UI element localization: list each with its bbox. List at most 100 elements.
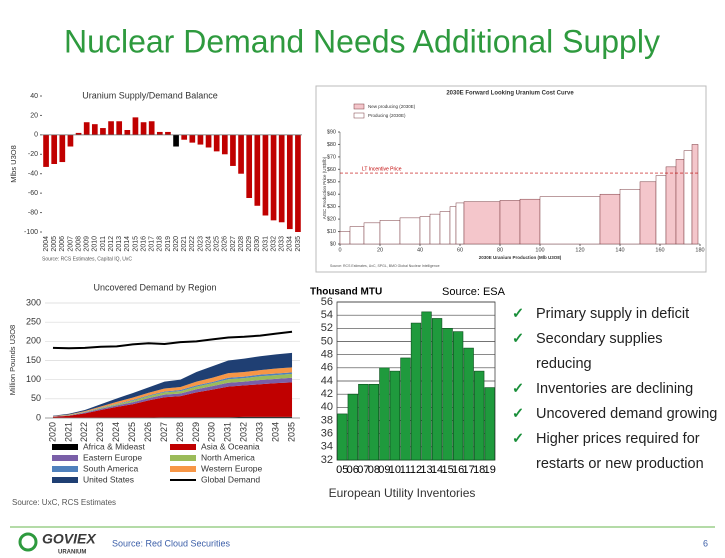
cost-step [539, 196, 601, 245]
x-tick-label: 2021 [181, 236, 188, 252]
slide-title: Nuclear Demand Needs Additional Supply [64, 23, 660, 59]
bar [124, 130, 131, 135]
x-tick-label: 2026 [143, 422, 153, 442]
chart-source: Source: RCS Estimates, UxC, SPGL, BMO Gl… [330, 264, 440, 268]
chart-title: Uncovered Demand by Region [93, 282, 216, 292]
cost-step [519, 198, 541, 245]
y-tick-label: 50 [31, 393, 41, 403]
x-tick-label: 2019 [165, 236, 172, 252]
bar [410, 322, 422, 461]
legend-label: Eastern Europe [83, 452, 142, 462]
y-tick-label: 20 [30, 112, 38, 119]
x-tick-label: 120 [575, 247, 584, 253]
x-tick-label: 2021 [63, 422, 73, 442]
y-tick-label: 0 [36, 412, 41, 422]
x-tick-label: 16 [452, 464, 464, 476]
cost-step [429, 213, 441, 245]
bar [389, 370, 401, 461]
x-tick-label: 2035 [295, 236, 302, 252]
bar [379, 367, 390, 461]
x-tick-label: 12 [410, 464, 422, 476]
legend-swatch [170, 466, 196, 472]
x-axis-label: 2030E Uranium Production (Mlb U3O8) [479, 255, 562, 260]
chart-title: Uranium Supply/Demand Balance [82, 90, 218, 100]
legend-label: North America [201, 452, 255, 462]
x-tick-label: 09 [378, 464, 390, 476]
y-tick-label: -80 [28, 209, 38, 216]
bar [484, 387, 495, 461]
x-tick-label: 2016 [140, 236, 147, 252]
legend-label: Africa & Mideast [83, 441, 146, 451]
y-tick-label: $90 [327, 129, 336, 135]
logo-icon [18, 532, 38, 552]
x-tick-label: 2027 [159, 422, 169, 442]
legend-swatch [52, 477, 78, 483]
x-tick-label: 2030 [207, 422, 217, 442]
legend-label: United States [83, 474, 134, 484]
x-tick-label: 2034 [287, 236, 294, 252]
chart-title: 2030E Forward Looking Uranium Cost Curve [446, 91, 574, 97]
x-tick-label: 2027 [230, 236, 237, 252]
x-tick-label: 11 [400, 464, 411, 476]
legend-swatch [52, 444, 78, 450]
area [52, 352, 293, 417]
x-tick-label: 2024 [111, 422, 121, 442]
y-tick-label: -40 [28, 171, 38, 178]
bar [205, 134, 212, 148]
y-tick-label: 44 [321, 375, 333, 387]
bar [156, 131, 163, 135]
bar [213, 134, 220, 152]
bar [295, 134, 301, 232]
x-tick-label: 2028 [175, 422, 185, 442]
incentive-label: LT Incentive Price [362, 166, 402, 172]
x-tick-label: 19 [484, 464, 496, 476]
bullet: Inventories are declining [512, 377, 722, 402]
x-tick-label: 2033 [255, 422, 265, 442]
chart-source: Source: ESA [442, 286, 506, 298]
legend-swatch [170, 444, 196, 450]
cost-step [455, 202, 465, 245]
cost-step [655, 175, 667, 245]
x-tick-label: 2020 [173, 236, 180, 252]
y-tick-label: $40 [327, 192, 336, 198]
x-tick-label: 06 [347, 464, 359, 476]
cost-step [619, 188, 641, 245]
area [52, 367, 293, 417]
bar [474, 370, 485, 461]
logo-name: GOVIEX [42, 531, 97, 547]
x-tick-label: 2022 [189, 236, 196, 252]
bar [91, 124, 98, 135]
bar [221, 134, 228, 155]
cost-step [419, 216, 431, 245]
bar [270, 134, 277, 221]
cost-step [339, 231, 351, 245]
bar [75, 132, 82, 135]
bar [116, 121, 123, 135]
cost-step [665, 166, 677, 245]
bar [43, 134, 49, 167]
y-tick-label: -20 [28, 151, 38, 158]
bar [140, 122, 147, 135]
x-tick-label: 2015 [132, 236, 139, 252]
x-tick-label: 2028 [238, 236, 245, 252]
x-tick-label: 2033 [279, 236, 286, 252]
page-number: 6 [703, 538, 708, 548]
y-tick-label: 56 [321, 296, 333, 308]
bar [431, 318, 443, 461]
bar [197, 134, 204, 145]
x-tick-label: 2007 [67, 236, 74, 252]
y-tick-label: $50 [327, 179, 336, 185]
legend-swatch [52, 455, 78, 461]
y-axis-label: AISC Production Price (US$/lb) [322, 156, 327, 219]
x-tick-label: 2010 [92, 236, 99, 252]
bar [230, 134, 236, 166]
bullet: Primary supply in deficit [512, 302, 722, 327]
x-tick-label: 140 [615, 247, 624, 253]
y-tick-label: 46 [321, 362, 333, 374]
x-tick-label: 2022 [79, 422, 89, 442]
cost-step [463, 201, 501, 245]
y-tick-label: 0 [34, 132, 38, 139]
legend-swatch [52, 466, 78, 472]
